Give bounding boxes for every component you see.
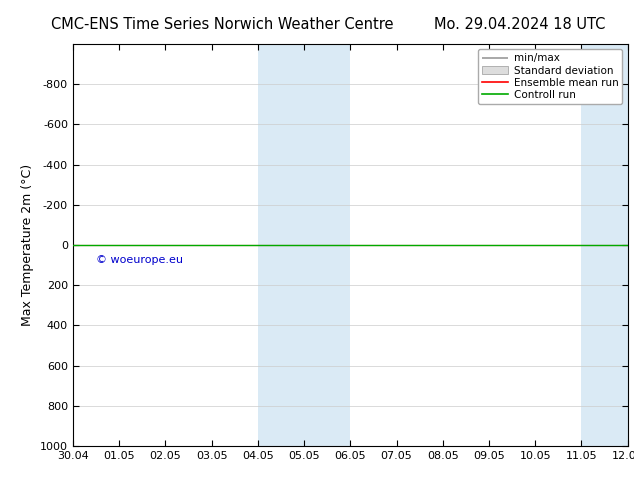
Bar: [258, 44, 350, 446]
Bar: [581, 44, 634, 446]
Text: CMC-ENS Time Series Norwich Weather Centre: CMC-ENS Time Series Norwich Weather Cent…: [51, 17, 393, 32]
Y-axis label: Max Temperature 2m (°C): Max Temperature 2m (°C): [22, 164, 34, 326]
Text: © woeurope.eu: © woeurope.eu: [96, 255, 183, 265]
Legend: min/max, Standard deviation, Ensemble mean run, Controll run: min/max, Standard deviation, Ensemble me…: [478, 49, 623, 104]
Text: Mo. 29.04.2024 18 UTC: Mo. 29.04.2024 18 UTC: [434, 17, 605, 32]
